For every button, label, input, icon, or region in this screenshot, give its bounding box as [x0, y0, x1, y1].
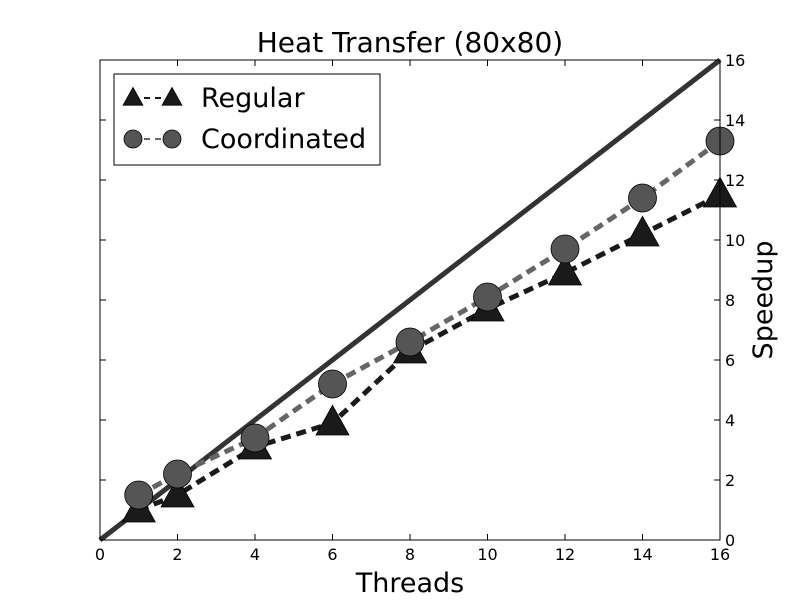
legend-marker-regular [161, 86, 183, 106]
y-tick-label: 0 [725, 531, 735, 550]
x-tick-label: 4 [250, 545, 260, 564]
data-point-coordinated [550, 234, 580, 264]
x-tick-label: 14 [632, 545, 652, 564]
y-tick-label: 8 [725, 291, 735, 310]
data-point-regular [315, 404, 350, 436]
legend-marker-coordinated [162, 129, 182, 149]
y-axis-label: Speedup [748, 241, 779, 360]
y-tick-label: 2 [725, 471, 735, 490]
legend-box [113, 73, 381, 166]
x-tick-label: 10 [477, 545, 497, 564]
y-tick-label: 6 [725, 351, 735, 370]
x-tick-label: 12 [555, 545, 575, 564]
legend-marker-regular [122, 86, 144, 106]
data-point-coordinated [163, 459, 192, 489]
x-axis-label: Threads [355, 568, 464, 599]
y-tick-label: 12 [725, 171, 745, 190]
y-tick-label: 14 [725, 111, 745, 130]
data-point-regular [547, 254, 583, 286]
data-point-coordinated [124, 480, 154, 510]
x-tick-label: 0 [95, 545, 105, 564]
data-point-coordinated [240, 423, 270, 453]
y-tick-label: 10 [725, 231, 745, 250]
data-point-coordinated [473, 282, 502, 312]
x-tick-label: 16 [710, 545, 730, 564]
data-point-regular [625, 215, 660, 247]
legend-label-regular: Regular [201, 83, 305, 114]
legend-label-coordinated: Coordinated [201, 124, 366, 155]
legend-marker-coordinated [123, 129, 143, 149]
data-point-coordinated [318, 369, 347, 399]
y-tick-label: 16 [725, 51, 745, 70]
x-tick-label: 2 [172, 545, 182, 564]
chart-title: Heat Transfer (80x80) [257, 26, 563, 59]
data-point-regular [160, 476, 195, 508]
legend: Regular Coordinated [113, 73, 381, 166]
x-tick-label: 8 [405, 545, 415, 564]
data-point-coordinated [628, 183, 657, 213]
data-point-coordinated [395, 327, 425, 357]
x-tick-label: 6 [327, 545, 337, 564]
series-line-regular [137, 192, 722, 513]
y-tick-label: 4 [725, 411, 735, 430]
